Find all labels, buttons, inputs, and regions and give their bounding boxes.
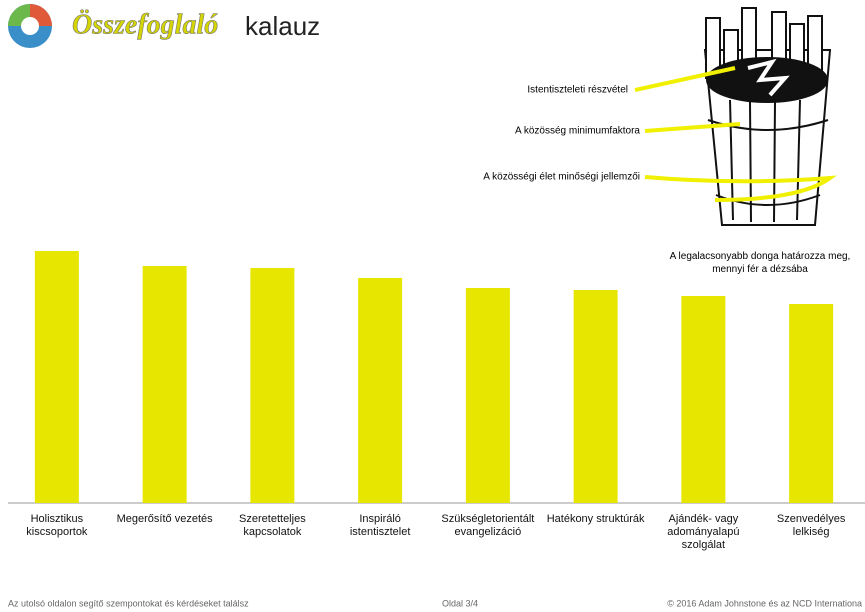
caption: A legalacsonyabb donga határozza meg, me… [669,251,851,275]
x-tick-label: Hatékony struktúrák [546,513,645,525]
bar [789,304,834,503]
bar [142,266,187,503]
title-script: Összefoglaló [72,9,218,40]
footer-right: © 2016 Adam Johnstone és az NCD Internat… [667,598,862,608]
bar [573,290,618,503]
logo [8,4,52,48]
x-tick-label: Ajándék- vagy adományalapú szolgálat [667,513,740,551]
bar [34,251,79,503]
x-tick-label: Inspiráló istentisztelet [349,513,411,538]
x-tick-label: Szeretetteljes kapcsolatok [239,513,306,538]
x-tick-label: Szükségletorientált evangelizáció [441,513,535,538]
annotation: Istentiszteleti részvétel [527,85,628,96]
annotation-arrows [634,66,837,202]
footer-left: Az utolsó oldalon segítő szempontokat és… [8,598,249,608]
x-tick-label: Holisztikus kiscsoportok [26,513,88,538]
bar [681,296,726,503]
bar [358,278,403,503]
annotation: A közösségi élet minőségi jellemzői [483,172,640,183]
footer-center: Oldal 3/4 [442,598,478,608]
barrel [703,7,832,226]
bar [465,288,510,503]
x-tick-label: Szenvedélyes lelkiség [776,513,846,538]
x-tick-label: Megerősítő vezetés [116,513,213,525]
annotation: A közösség minimumfaktora [515,126,640,137]
bar [250,268,295,503]
title-rest: kalauz [245,11,320,41]
